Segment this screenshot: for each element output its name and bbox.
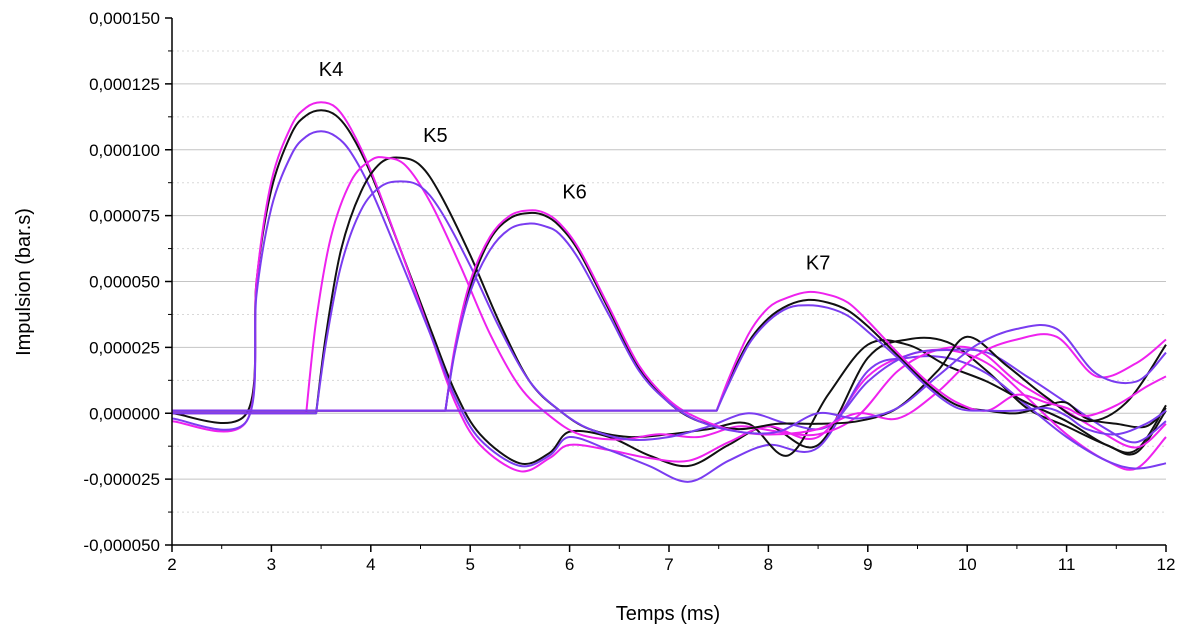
y-tick-label: 0,000150 <box>89 9 160 28</box>
series-line-k4-0 <box>171 109 1167 468</box>
x-tick-label: 5 <box>465 555 474 574</box>
annotation-k7: K7 <box>806 253 830 275</box>
x-tick-label: 4 <box>366 555 375 574</box>
x-tick-label: 10 <box>958 555 977 574</box>
annotation-k6: K6 <box>562 181 586 203</box>
series-line-k7-9 <box>172 298 1167 429</box>
y-tick-label: 0,000125 <box>89 75 160 94</box>
annotation-k5: K5 <box>423 125 447 147</box>
tick-labels: 2 3 4 5 6 7 8 9 10 11 12 -0,000050 -0,000025 0,000000… <box>83 9 1175 574</box>
x-tick-label: 9 <box>863 555 872 574</box>
curve-annotations: K4 K5 K6 K7 <box>319 59 831 275</box>
series-line-k7-11 <box>172 304 1167 436</box>
y-tick-label: 0,000050 <box>89 273 160 292</box>
series-line-k6-8 <box>172 222 1167 435</box>
y-axis-title: Impulsion (bar.s) <box>13 208 35 356</box>
series-line-k7-10 <box>172 290 1167 417</box>
y-tick-label: 0,000025 <box>89 338 160 357</box>
y-tick-label: 0,000100 <box>89 141 160 160</box>
x-tick-label: 6 <box>565 555 574 574</box>
series-line-k5-5 <box>172 180 1167 444</box>
y-tick-label: -0,000050 <box>83 536 160 555</box>
annotation-k4: K4 <box>319 59 343 81</box>
x-tick-label: 3 <box>267 555 276 574</box>
y-tick-label: -0,000025 <box>83 470 160 489</box>
series-group <box>171 101 1167 483</box>
y-tick-label: 0,000000 <box>89 404 160 423</box>
series-line-k6-7 <box>172 209 1167 436</box>
series-line-k4-1 <box>171 101 1167 473</box>
x-axis-title: Temps (ms) <box>616 603 720 625</box>
x-tick-label: 12 <box>1157 555 1176 574</box>
y-tick-label: 0,000075 <box>89 207 160 226</box>
x-tick-label: 8 <box>764 555 773 574</box>
x-tick-label: 11 <box>1058 555 1076 574</box>
axes <box>165 17 1167 552</box>
series-line-k4-2 <box>171 130 1167 483</box>
x-tick-label: 2 <box>167 555 176 574</box>
x-tick-label: 7 <box>664 555 673 574</box>
